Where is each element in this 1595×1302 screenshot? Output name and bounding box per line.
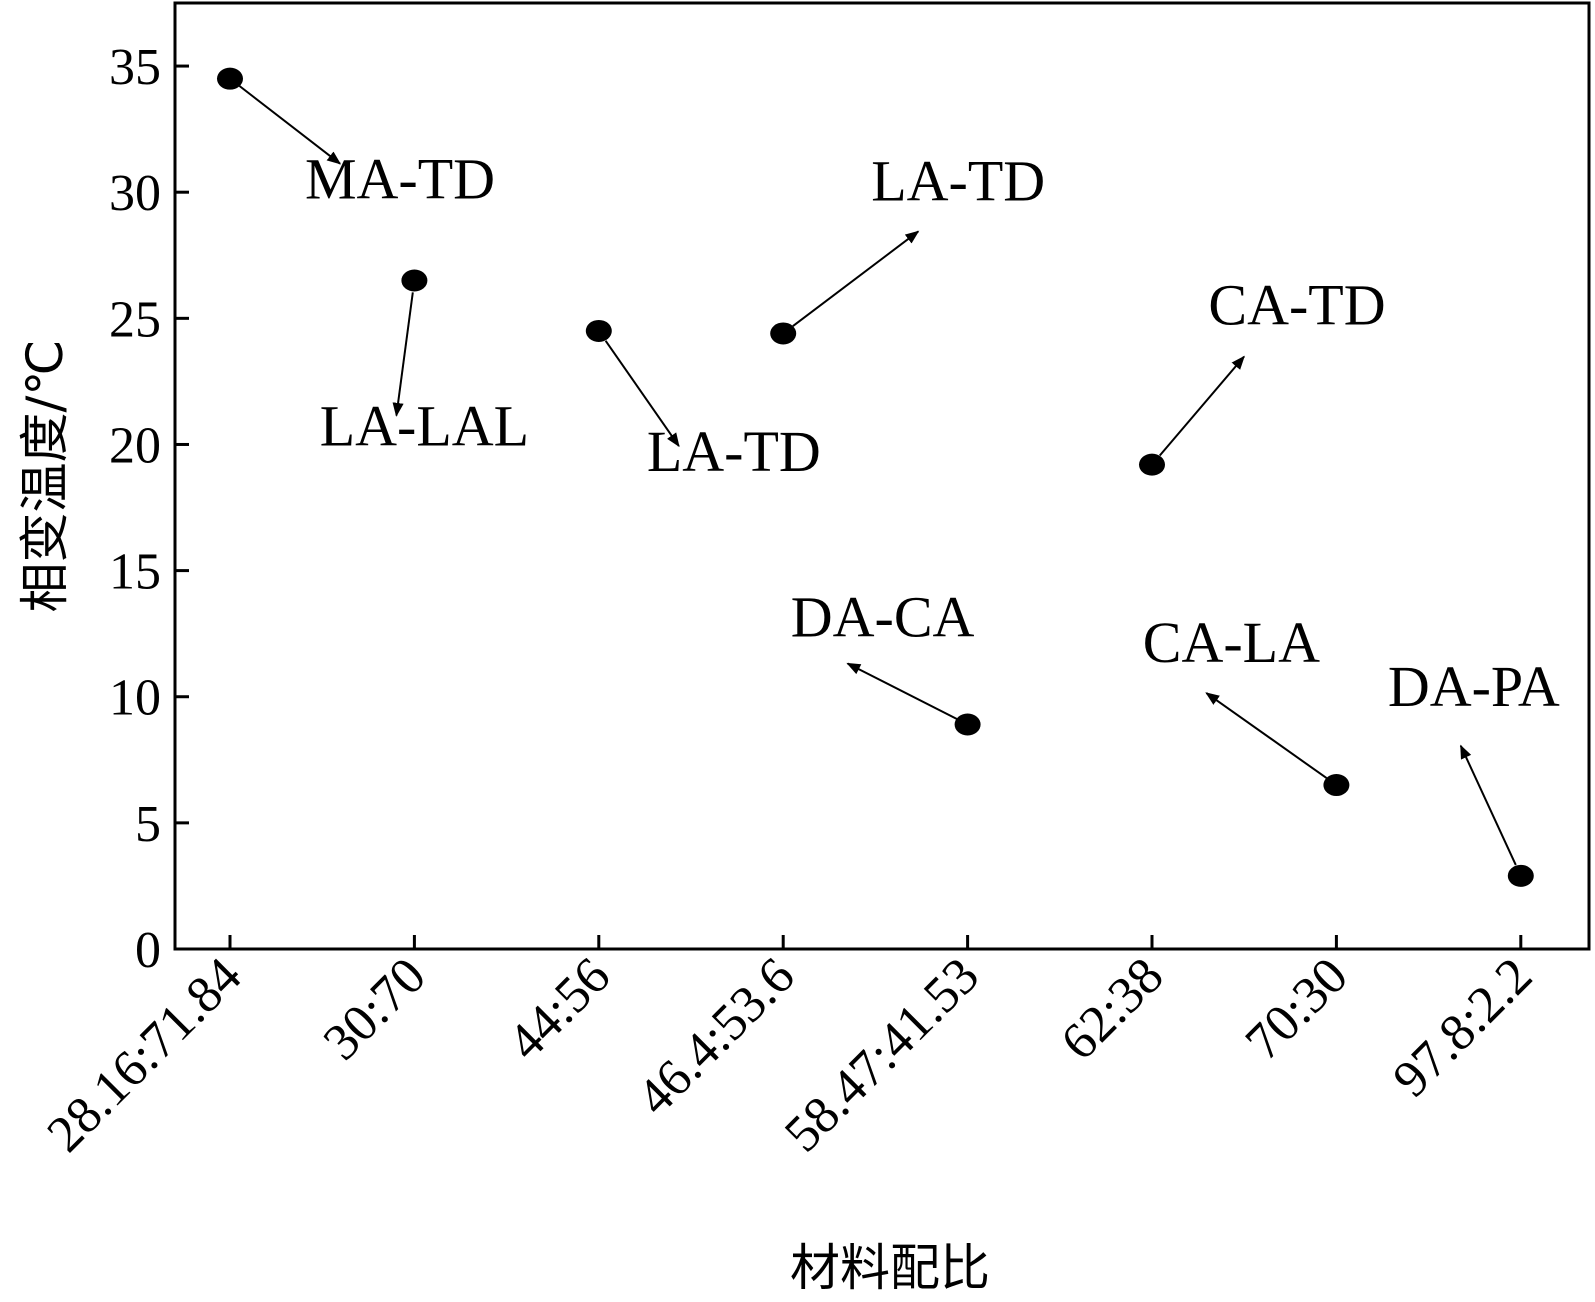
- y-tick-label: 10: [109, 670, 161, 727]
- annotation-arrow: [604, 340, 680, 448]
- point-label: DA-CA: [791, 584, 975, 649]
- annotation-arrow: [792, 230, 920, 328]
- x-tick-label: 44:56: [497, 947, 621, 1071]
- x-tick-label: 70:30: [1235, 947, 1359, 1071]
- data-point: [1139, 453, 1165, 476]
- x-tick-label: 46.4:53.6: [626, 947, 805, 1126]
- point-label: MA-TD: [305, 147, 495, 212]
- x-axis-label: 材料配比: [790, 1239, 990, 1297]
- y-tick-label: 30: [109, 165, 161, 222]
- data-points: [217, 67, 1534, 887]
- point-label: LA-TD: [647, 419, 821, 484]
- annotation-arrow: [392, 292, 414, 417]
- x-tick-label: 30:70: [313, 947, 437, 1071]
- y-tick-label: 25: [109, 291, 161, 348]
- data-point: [401, 269, 428, 292]
- y-tick-label: 15: [109, 544, 161, 601]
- annotation-arrow: [1459, 744, 1517, 866]
- x-tick-label: 28.16:71.84: [36, 947, 252, 1163]
- point-label: CA-LA: [1143, 610, 1320, 675]
- x-axis-ticks: 28.16:71.84 30:70 44:56 46.4:53.658.47:41.5…: [36, 935, 1543, 1163]
- x-tick-label: 62:38: [1050, 947, 1174, 1071]
- y-tick-label: 0: [135, 922, 161, 979]
- annotation-arrow: [1159, 355, 1245, 457]
- annotation-arrows: [238, 85, 1517, 866]
- data-point: [1323, 774, 1350, 797]
- x-tick-label: 97.8:2.2: [1382, 947, 1543, 1108]
- point-label: LA-TD: [871, 148, 1045, 213]
- point-label: DA-PA: [1388, 654, 1560, 719]
- y-tick-label: 5: [135, 796, 161, 853]
- data-point: [1507, 864, 1534, 887]
- data-point: [217, 67, 243, 90]
- y-tick-label: 35: [109, 39, 161, 96]
- y-tick-label: 20: [109, 417, 161, 474]
- plot-frame: [173, 1, 1591, 951]
- data-point: [585, 319, 612, 342]
- data-point: [770, 322, 797, 345]
- y-axis-label: 相变温度/℃: [16, 340, 74, 613]
- x-tick-label: 58.47:41.53: [774, 947, 990, 1163]
- y-axis-ticks: 0 5 10 15 20 25 30 35: [109, 39, 189, 979]
- annotation-arrow: [238, 85, 342, 165]
- annotation-arrow: [846, 662, 958, 720]
- data-point: [954, 713, 981, 736]
- point-label: CA-TD: [1208, 273, 1385, 338]
- point-label: LA-LAL: [320, 393, 529, 458]
- point-annotations: MA-TD LA-LAL LA-TD LA-TD DA-CA CA-TD CA-LA DA-P…: [305, 147, 1560, 719]
- annotation-arrow: [1205, 692, 1328, 779]
